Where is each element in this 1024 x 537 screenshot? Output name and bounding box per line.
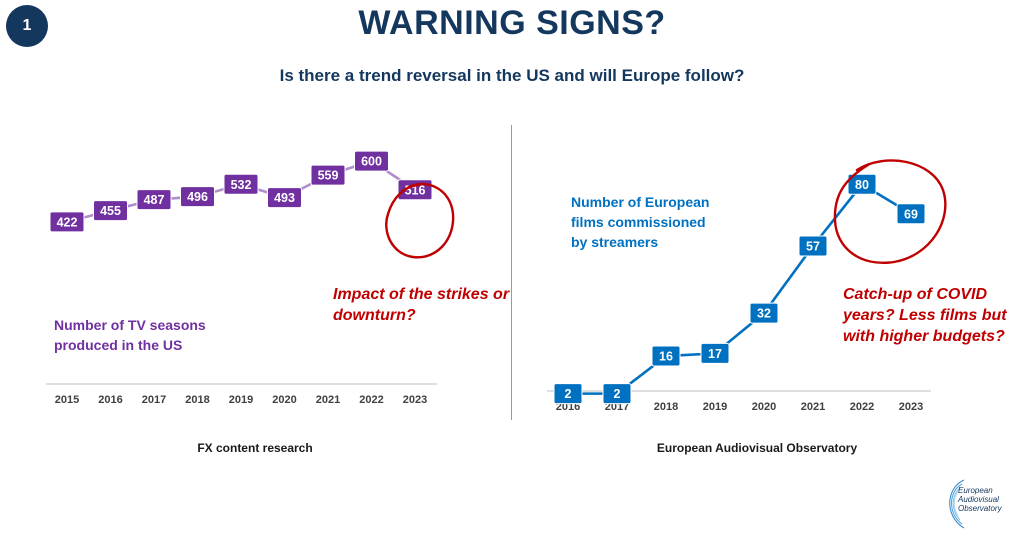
x-tick-label: 2019 [703,401,727,413]
chart-label-line: Number of TV seasons [54,317,206,333]
data-point [180,186,215,208]
data-label: 600 [361,155,382,169]
data-label: 487 [144,193,165,207]
data-label: 17 [708,347,722,361]
data-label: 2 [565,387,572,401]
data-point [49,211,85,233]
data-label: 422 [57,215,78,229]
x-tick-label: 2023 [899,401,923,413]
data-point [651,345,681,367]
data-point [847,173,877,195]
data-label: 32 [757,307,771,321]
x-tick-label: 2021 [801,401,825,413]
data-label: 493 [274,191,295,205]
x-tick-label: 2020 [272,394,296,406]
data-label: 69 [904,207,918,221]
x-tick-label: 2019 [229,394,253,406]
data-label: 57 [806,240,820,254]
chart-label-line: produced in the US [54,337,182,353]
data-point [700,342,730,364]
chart-label-line: films commissioned [571,214,706,230]
data-label: 16 [659,350,673,364]
x-tick-label: 2022 [359,394,383,406]
data-point [602,383,632,405]
x-tick-label: 2018 [654,401,678,413]
data-point [749,302,779,324]
x-tick-label: 2017 [142,394,166,406]
data-label: 559 [318,169,339,183]
chart-source: European Audiovisual Observatory [657,441,858,455]
chart-label-line: by streamers [571,234,658,250]
chart-label-line: Number of European [571,194,709,210]
annotation-line: Catch-up of COVID [843,286,987,303]
highlight-circle [833,159,947,264]
data-point [136,189,172,211]
chart-source: FX content research [197,441,312,455]
data-label: 532 [231,178,252,192]
x-tick-label: 2022 [850,401,874,413]
x-tick-label: 2016 [98,394,122,406]
data-point [267,187,302,209]
slide-title: WARNING SIGNS? [358,4,666,42]
data-label: 455 [100,204,121,218]
slide-number: 1 [22,17,32,34]
x-tick-label: 2023 [403,394,427,406]
chart-divider [511,125,512,420]
x-tick-label: 2015 [55,394,79,406]
slide-number-badge: 1 [6,5,48,47]
us-tv-seasons-chart: 2015 2016 2017 2018 2019 2020 2021 2022 2023 422 4… [46,150,510,455]
data-point [798,235,828,257]
data-point [223,173,259,195]
logo-line-3: Observatory [958,504,1002,513]
annotation-line: with higher budgets? [843,328,1005,345]
data-label: 2 [614,387,621,401]
data-point [553,383,583,405]
data-point [93,200,128,222]
x-tick-label: 2018 [185,394,209,406]
slide-subtitle: Is there a trend reversal in the US and … [279,66,745,85]
x-tick-label: 2020 [752,401,776,413]
annotation-line: Impact of the strikes or [333,286,510,303]
annotation-line: years? Less films but [842,307,1007,324]
eao-logo-text: European Audiovisual Observatory [958,486,1002,513]
highlight-circle [385,182,455,259]
x-tick-label: 2021 [316,394,340,406]
data-point [354,150,389,172]
data-label: 496 [187,190,208,204]
data-point [310,164,346,186]
data-point [896,203,926,225]
logo-line-1: European [958,486,993,495]
annotation-line: downturn? [333,307,416,324]
data-label: 80 [855,178,869,192]
logo-line-2: Audiovisual [958,495,999,504]
eao-logo-icon [949,479,965,529]
